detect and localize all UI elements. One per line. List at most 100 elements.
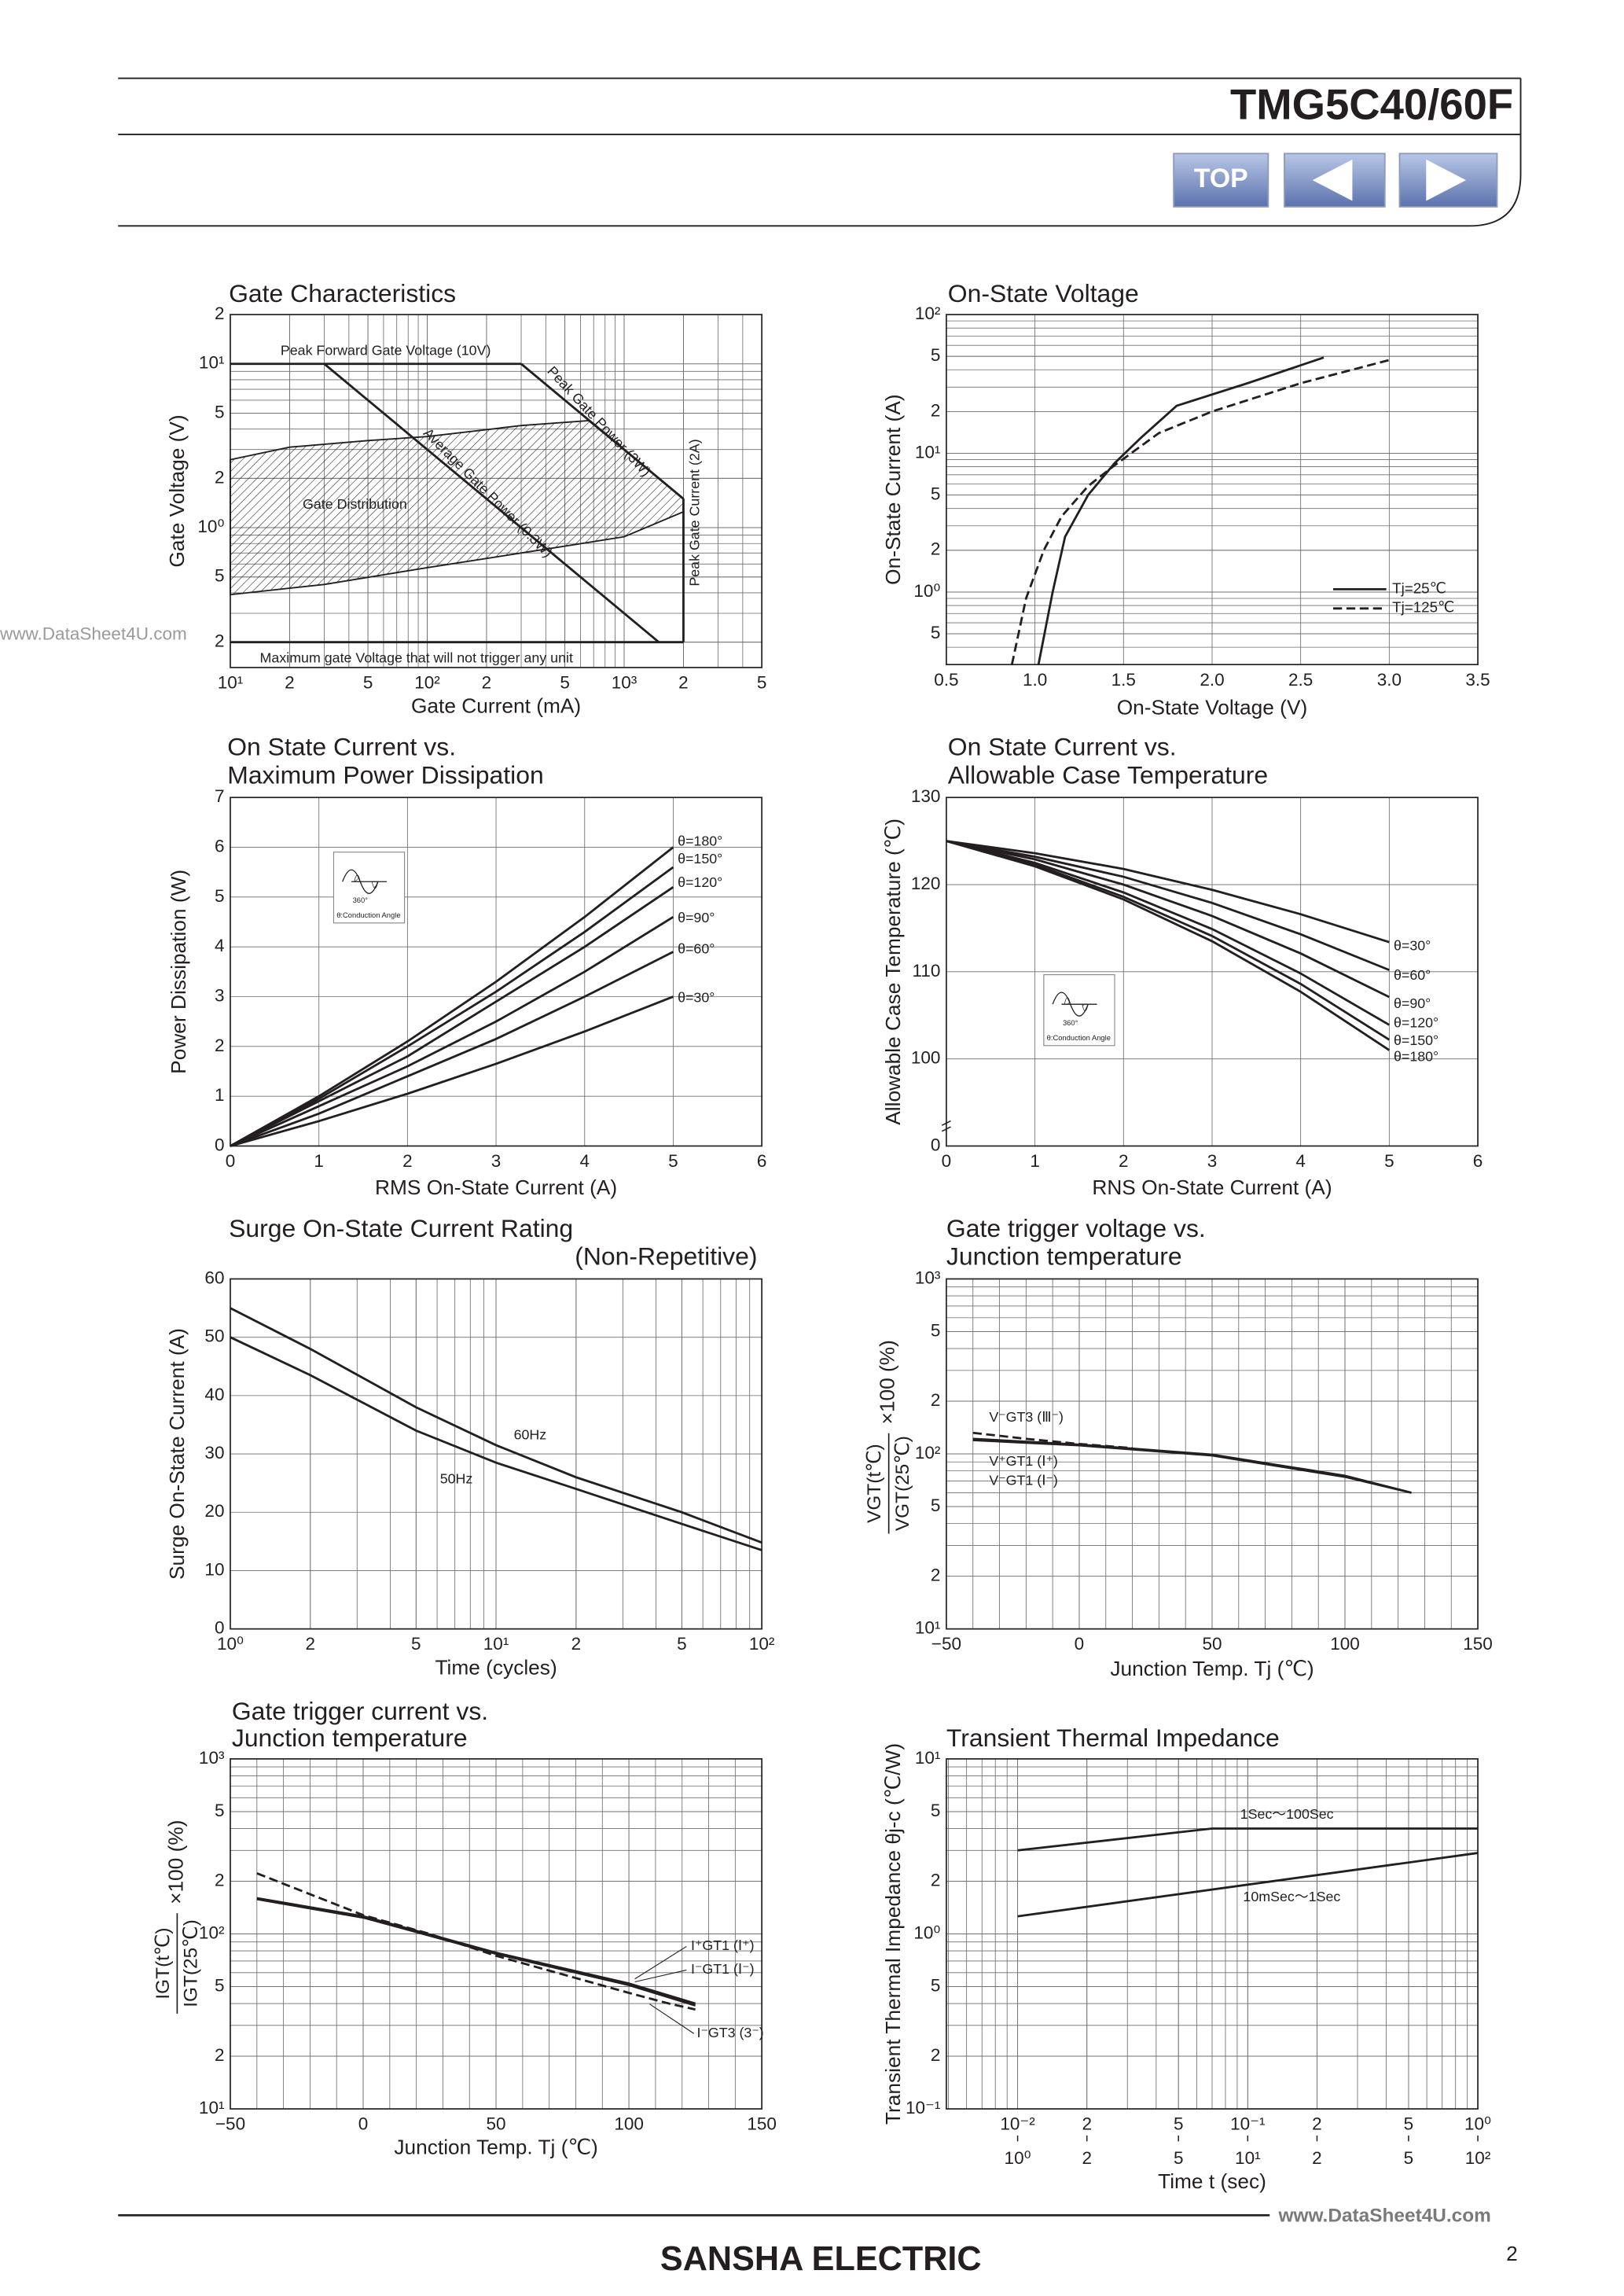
curve xyxy=(946,840,1390,944)
curve xyxy=(256,1872,696,2011)
x-tick-label: 6 xyxy=(757,1151,767,1171)
chart: On State Current vs.Maximum Power Dissip… xyxy=(167,733,766,1199)
x-tick-label: 4 xyxy=(1295,1151,1306,1171)
y-tick-label: 10² xyxy=(915,1443,941,1463)
x-tick-label: 5 xyxy=(757,673,767,693)
curve xyxy=(946,840,1391,1051)
curve xyxy=(946,840,1391,1026)
x-tick-label: 0 xyxy=(226,1151,236,1171)
x-tick-label: 1 xyxy=(314,1151,324,1171)
x2-tick-label: 5 xyxy=(1404,2148,1414,2168)
x-tick-label: 5 xyxy=(1384,1151,1394,1171)
curve xyxy=(972,1439,1412,1494)
x2-tick-label: 2 xyxy=(1082,2148,1092,2168)
x-tick-label: 2 xyxy=(482,673,492,693)
y-tick-label: 0 xyxy=(215,1618,225,1638)
chart-title: Maximum Power Dissipation xyxy=(227,760,544,789)
x2-tick-label: 5 xyxy=(1174,2148,1184,2168)
y-label-factor: ×100 (%) xyxy=(164,1820,187,1904)
y-tick-label: 40 xyxy=(204,1385,224,1404)
curve-label: I⁺GT1 (Ⅰ⁺) xyxy=(691,1937,755,1953)
y-tick-label: 10¹ xyxy=(915,442,941,462)
x-tick-label: 150 xyxy=(747,2114,777,2134)
curve-label: I⁻GT3 (3⁻) xyxy=(697,2025,764,2040)
chart-title: Allowable Case Temperature xyxy=(948,760,1268,789)
curve xyxy=(230,1307,762,1544)
x-tick-label: 0 xyxy=(358,2114,369,2134)
curve xyxy=(230,1336,762,1551)
y-tick-label: 5 xyxy=(931,484,941,504)
curve xyxy=(946,840,1391,1041)
next-arrow[interactable] xyxy=(1426,159,1467,201)
curve xyxy=(230,915,674,1147)
inset-angle: 360° xyxy=(353,896,369,904)
chart: Gate trigger current vs.Junction tempera… xyxy=(152,1697,777,2159)
y-tick-label: 10⁻¹ xyxy=(906,2098,940,2118)
y-tick-label: 130 xyxy=(911,786,941,806)
curve-label: I⁻GT1 (Ⅰ⁻) xyxy=(691,1961,755,1977)
x-tick-label: 2 xyxy=(1082,2114,1092,2134)
y-tick-label: 2 xyxy=(215,1036,225,1055)
y-tick-label: 0 xyxy=(931,1135,941,1154)
x-tick-label: 10⁻¹ xyxy=(1230,2114,1265,2134)
x-tick-label: −50 xyxy=(215,2114,245,2134)
plot-frame xyxy=(230,1278,762,1630)
curve-label: V⁻GT1 (Ⅰ⁻) xyxy=(989,1473,1057,1488)
region xyxy=(230,420,685,596)
top-button[interactable]: TOP xyxy=(1173,153,1269,208)
x-tick-label: 2 xyxy=(571,1634,582,1654)
x-tick-label: 0 xyxy=(942,1151,952,1171)
y-tick-label: 10¹ xyxy=(915,1618,941,1638)
y-tick-label: 2 xyxy=(931,1390,941,1410)
y-axis-label: Surge On-State Current (A) xyxy=(165,1328,189,1580)
x-tick-label: 3.5 xyxy=(1465,670,1490,690)
y-tick-label: 5 xyxy=(931,1975,941,1995)
x-tick-label: 10³ xyxy=(612,673,637,693)
y-tick-label: 2 xyxy=(931,1566,941,1585)
chart: Transient Thermal Impedance 10⁻² 2 5 10⁻¹ 2 5 1… xyxy=(881,1724,1491,2193)
y-tick-label: 2 xyxy=(215,2045,225,2065)
x-tick-label: 10² xyxy=(414,673,440,693)
y-tick-label: 5 xyxy=(931,1801,941,1820)
x2-tick-label: 2 xyxy=(1312,2148,1322,2168)
chart: Surge On-State Current Rating(Non-Repeti… xyxy=(165,1214,775,1679)
next-button[interactable] xyxy=(1398,153,1498,208)
x-tick-label: 2 xyxy=(678,673,689,693)
button-label[interactable]: TOP xyxy=(1194,164,1248,193)
x-tick-label: 0.5 xyxy=(934,670,958,690)
x-tick-label: 3 xyxy=(491,1151,502,1171)
y-axis-label: On-State Current (A) xyxy=(881,394,905,584)
y-tick-label: 5 xyxy=(931,1496,941,1515)
x-axis-label: Time t (sec) xyxy=(1158,2169,1266,2193)
y-tick-label: 2 xyxy=(931,539,941,559)
plot-frame xyxy=(230,797,762,1147)
inset-angle: 360° xyxy=(1063,1018,1078,1027)
curve xyxy=(230,951,674,1147)
curve-label: 10mSec～1Sec xyxy=(1243,1889,1340,1904)
x-tick-label: 6 xyxy=(1473,1151,1483,1171)
x-tick-label: 1 xyxy=(1030,1151,1040,1171)
curve-label: V⁻GT3 (Ⅲ⁻) xyxy=(989,1409,1064,1425)
y-tick-label: 2 xyxy=(931,400,941,420)
y-tick-label: 5 xyxy=(215,886,225,906)
y-label-factor: ×100 (%) xyxy=(876,1340,899,1424)
y-tick-label: 10¹ xyxy=(199,353,225,373)
x-axis-label: On-State Voltage (V) xyxy=(1117,695,1308,719)
button-face[interactable] xyxy=(1398,153,1498,208)
curve-label: Maximum gate Voltage that will not trigg… xyxy=(260,649,573,665)
charts: Gate Characteristics 10¹ 2 5 10² 2 5 10³ 2 5 2 5 10⁰… xyxy=(152,279,1493,2193)
y-axis-label: Power Dissipation (W) xyxy=(167,870,190,1074)
button-face[interactable] xyxy=(1173,153,1269,208)
y-tick-label: 0 xyxy=(215,1135,225,1154)
x-tick-label: 10¹ xyxy=(218,673,244,693)
x2-tick-label: 10¹ xyxy=(1235,2148,1261,2168)
y-tick-label: 7 xyxy=(215,786,225,806)
plot-frame xyxy=(946,314,1479,666)
prev-button[interactable] xyxy=(1284,153,1386,208)
y-tick-label: 5 xyxy=(215,1801,225,1820)
curve-label: 60Hz xyxy=(514,1426,547,1442)
curve-label: θ=180° xyxy=(678,833,722,848)
curve xyxy=(230,995,674,1147)
prev-arrow[interactable] xyxy=(1312,159,1353,201)
